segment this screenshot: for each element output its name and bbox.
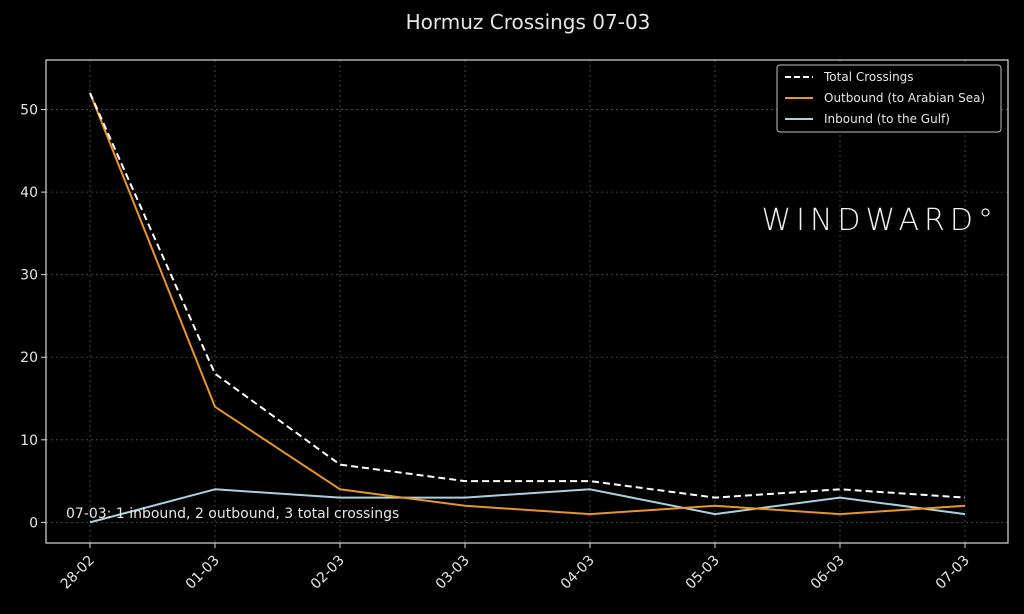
- y-tick-label: 50: [20, 103, 38, 119]
- legend-box: [776, 64, 1002, 133]
- legend: Total Crossings Outbound (to Arabian Sea)…: [776, 64, 1002, 133]
- legend-label: Inbound (to the Gulf): [824, 112, 950, 126]
- legend-label: Total Crossings: [823, 70, 914, 84]
- series-line-outbound: [89, 92, 966, 516]
- grid: [46, 60, 1008, 543]
- series-lines: [89, 92, 966, 524]
- y-tick-label: 20: [20, 350, 38, 366]
- y-tick-label: 0: [29, 515, 38, 531]
- y-tick-label: 30: [20, 268, 38, 284]
- series-line-inbound: [89, 488, 966, 524]
- legend-label: Outbound (to Arabian Sea): [824, 91, 985, 105]
- plot-frame: [45, 59, 1009, 544]
- series-line-total: [89, 92, 966, 499]
- windward-watermark: WINDWARD°: [761, 203, 998, 238]
- y-tick-label: 40: [20, 185, 38, 201]
- y-tick-label: 10: [20, 433, 38, 449]
- chart-title: Hormuz Crossings 07-03: [406, 10, 651, 34]
- annotation-text: 07-03: 1 inbound, 2 outbound, 3 total cr…: [66, 506, 399, 522]
- y-axis: 0 10 20 30 40 50: [20, 103, 46, 531]
